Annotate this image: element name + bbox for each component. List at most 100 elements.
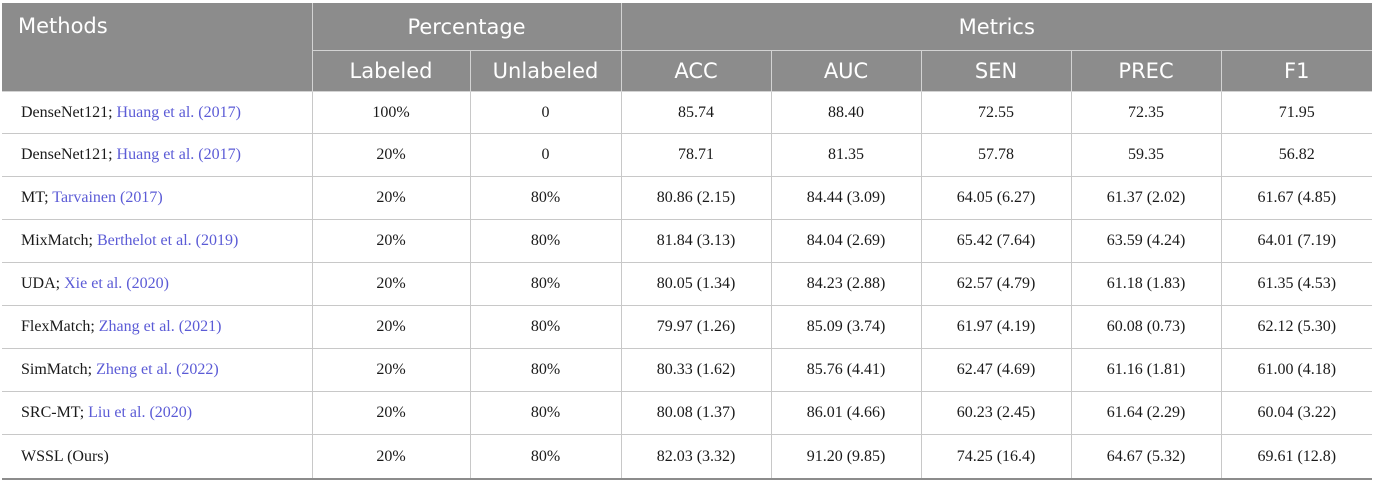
table-row: WSSL (Ours) 20% 80% 82.03 (3.32) 91.20 (…	[2, 434, 1373, 480]
labeled-cell: 20%	[312, 176, 471, 220]
unlabeled-cell: 80%	[470, 262, 622, 306]
prec-cell: 63.59 (4.24)	[1071, 219, 1222, 263]
unlabeled-cell: 80%	[470, 176, 622, 220]
acc-header: ACC	[621, 50, 772, 92]
prec-cell: 72.35	[1071, 91, 1222, 134]
acc-cell: 85.74	[621, 91, 772, 134]
acc-cell: 80.86 (2.15)	[621, 176, 772, 220]
method-name: DenseNet121;	[21, 146, 113, 163]
acc-cell: 80.33 (1.62)	[621, 348, 772, 392]
citation-link[interactable]: Huang et al. (2017)	[116, 146, 241, 163]
auc-cell: 86.01 (4.66)	[771, 391, 922, 435]
sen-header: SEN	[921, 50, 1072, 92]
acc-cell: 80.05 (1.34)	[621, 262, 772, 306]
labeled-cell: 20%	[312, 391, 471, 435]
citation-link[interactable]: Huang et al. (2017)	[116, 103, 241, 121]
table-row: DenseNet121; Huang et al. (2017) 20% 0 7…	[2, 133, 1373, 177]
citation-link[interactable]: Liu et al. (2020)	[88, 404, 193, 421]
table-body: DenseNet121; Huang et al. (2017) 100% 0 …	[2, 91, 1373, 480]
table-header: Methods Percentage Metrics Labeled Unlab…	[2, 3, 1373, 92]
method-cell: DenseNet121; Huang et al. (2017)	[2, 91, 313, 134]
method-name: MT;	[21, 189, 49, 206]
f1-header: F1	[1221, 50, 1373, 92]
unlabeled-cell: 0	[470, 133, 622, 177]
prec-header: PREC	[1071, 50, 1222, 92]
metrics-header: Metrics	[621, 3, 1373, 51]
auc-cell: 85.76 (4.41)	[771, 348, 922, 392]
method-cell: MT; Tarvainen (2017)	[2, 176, 313, 220]
f1-cell: 71.95	[1221, 91, 1373, 134]
labeled-cell: 20%	[312, 348, 471, 392]
labeled-cell: 20%	[312, 434, 471, 480]
method-name: FlexMatch;	[21, 318, 95, 335]
prec-cell: 61.16 (1.81)	[1071, 348, 1222, 392]
citation-link[interactable]: Xie et al. (2020)	[64, 275, 169, 292]
sen-cell: 74.25 (16.4)	[921, 434, 1072, 480]
auc-cell: 85.09 (3.74)	[771, 305, 922, 349]
auc-cell: 84.04 (2.69)	[771, 219, 922, 263]
acc-cell: 82.03 (3.32)	[621, 434, 772, 480]
unlabeled-cell: 80%	[470, 348, 622, 392]
unlabeled-cell: 80%	[470, 391, 622, 435]
table-row: MixMatch; Berthelot et al. (2019) 20% 80…	[2, 219, 1373, 263]
f1-cell: 69.61 (12.8)	[1221, 434, 1373, 480]
sen-cell: 60.23 (2.45)	[921, 391, 1072, 435]
method-cell: SRC-MT; Liu et al. (2020)	[2, 391, 313, 435]
prec-cell: 59.35	[1071, 133, 1222, 177]
prec-cell: 61.64 (2.29)	[1071, 391, 1222, 435]
method-cell: UDA; Xie et al. (2020)	[2, 262, 313, 306]
acc-cell: 79.97 (1.26)	[621, 305, 772, 349]
method-name: DenseNet121;	[21, 103, 113, 121]
method-name: SRC-MT;	[21, 404, 85, 421]
f1-cell: 61.67 (4.85)	[1221, 176, 1373, 220]
sen-cell: 62.47 (4.69)	[921, 348, 1072, 392]
f1-cell: 61.35 (4.53)	[1221, 262, 1373, 306]
unlabeled-cell: 80%	[470, 219, 622, 263]
table-row: FlexMatch; Zhang et al. (2021) 20% 80% 7…	[2, 305, 1373, 349]
method-name: SimMatch;	[21, 361, 93, 378]
method-name: WSSL (Ours)	[21, 447, 109, 465]
prec-cell: 64.67 (5.32)	[1071, 434, 1222, 480]
method-name: UDA;	[21, 275, 61, 292]
labeled-header: Labeled	[312, 50, 471, 92]
unlabeled-cell: 80%	[470, 305, 622, 349]
method-cell: SimMatch; Zheng et al. (2022)	[2, 348, 313, 392]
f1-cell: 64.01 (7.19)	[1221, 219, 1373, 263]
labeled-cell: 20%	[312, 262, 471, 306]
citation-link[interactable]: Zhang et al. (2021)	[98, 318, 222, 335]
auc-cell: 91.20 (9.85)	[771, 434, 922, 480]
f1-cell: 62.12 (5.30)	[1221, 305, 1373, 349]
auc-header: AUC	[771, 50, 922, 92]
f1-cell: 61.00 (4.18)	[1221, 348, 1373, 392]
method-cell: DenseNet121; Huang et al. (2017)	[2, 133, 313, 177]
method-cell: WSSL (Ours)	[2, 434, 313, 480]
labeled-cell: 20%	[312, 219, 471, 263]
auc-cell: 84.23 (2.88)	[771, 262, 922, 306]
citation-link[interactable]: Tarvainen (2017)	[52, 189, 163, 206]
results-table: Methods Percentage Metrics Labeled Unlab…	[2, 3, 1373, 480]
sen-cell: 65.42 (7.64)	[921, 219, 1072, 263]
unlabeled-header: Unlabeled	[470, 50, 622, 92]
method-cell: MixMatch; Berthelot et al. (2019)	[2, 219, 313, 263]
sen-cell: 72.55	[921, 91, 1072, 134]
prec-cell: 61.18 (1.83)	[1071, 262, 1222, 306]
auc-cell: 81.35	[771, 133, 922, 177]
sen-cell: 62.57 (4.79)	[921, 262, 1072, 306]
unlabeled-cell: 80%	[470, 434, 622, 480]
acc-cell: 78.71	[621, 133, 772, 177]
citation-link[interactable]: Berthelot et al. (2019)	[97, 232, 239, 249]
citation-link[interactable]: Zheng et al. (2022)	[96, 361, 219, 378]
percentage-header: Percentage	[312, 3, 622, 51]
table-row: SRC-MT; Liu et al. (2020) 20% 80% 80.08 …	[2, 391, 1373, 435]
auc-cell: 88.40	[771, 91, 922, 134]
prec-cell: 61.37 (2.02)	[1071, 176, 1222, 220]
labeled-cell: 100%	[312, 91, 471, 134]
table-row: SimMatch; Zheng et al. (2022) 20% 80% 80…	[2, 348, 1373, 392]
labeled-cell: 20%	[312, 305, 471, 349]
unlabeled-cell: 0	[470, 91, 622, 134]
sen-cell: 61.97 (4.19)	[921, 305, 1072, 349]
acc-cell: 81.84 (3.13)	[621, 219, 772, 263]
sen-cell: 57.78	[921, 133, 1072, 177]
labeled-cell: 20%	[312, 133, 471, 177]
acc-cell: 80.08 (1.37)	[621, 391, 772, 435]
